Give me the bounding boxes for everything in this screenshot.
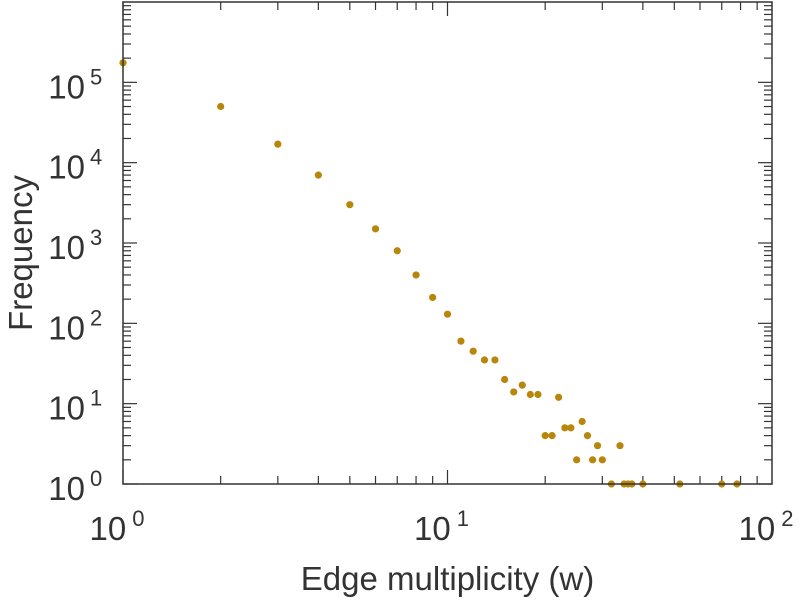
y-tick-exponent: 1	[90, 386, 102, 411]
data-point	[217, 102, 225, 111]
data-point	[469, 347, 477, 355]
data-point	[573, 456, 581, 464]
data-point	[541, 432, 549, 440]
y-tick-label: 10	[48, 149, 85, 186]
data-point	[548, 432, 556, 440]
data-point	[593, 442, 602, 450]
plot-frame	[122, 1, 773, 485]
y-tick-label: 10	[48, 229, 85, 266]
y-tick-label: 10	[48, 470, 85, 507]
data-point	[534, 390, 542, 399]
y-tick-exponent: 3	[90, 225, 102, 250]
data-point	[346, 201, 354, 209]
data-point	[480, 356, 489, 364]
y-tick-label: 10	[48, 390, 85, 427]
data-point	[583, 432, 592, 440]
x-tick-label: 10 1	[414, 506, 469, 547]
x-tick-label: 10 0	[90, 506, 145, 547]
x-tick-label: 10 2	[739, 506, 794, 547]
y-tick-exponent: 4	[90, 145, 102, 170]
y-tick-exponent: 5	[90, 64, 102, 89]
data-point	[526, 390, 534, 399]
data-points	[119, 59, 741, 488]
y-tick-label: 10	[48, 309, 85, 346]
data-point	[314, 171, 322, 179]
data-point	[457, 337, 465, 345]
data-point	[393, 247, 401, 255]
data-point	[561, 424, 569, 432]
y-tick-label: 10	[48, 68, 85, 105]
data-point	[274, 140, 282, 148]
y-tick-exponent: 0	[90, 466, 102, 491]
data-point	[555, 393, 563, 401]
y-axis-label: Frequency	[2, 175, 39, 331]
data-point	[578, 417, 586, 426]
data-point	[567, 424, 575, 432]
data-point	[518, 381, 526, 389]
data-point	[616, 442, 624, 450]
data-point	[412, 271, 420, 279]
data-point	[491, 356, 499, 364]
data-point	[429, 293, 437, 302]
x-axis-label: Edge multiplicity (w)	[301, 560, 594, 597]
data-point	[598, 456, 606, 464]
axes: 10 0 10 1 10 210 010 110 210 310 410 5	[48, 2, 793, 547]
data-point	[501, 375, 509, 384]
data-point	[443, 310, 452, 318]
data-point	[371, 225, 380, 233]
data-point	[510, 388, 518, 396]
y-tick-exponent: 2	[90, 305, 102, 330]
data-point	[589, 456, 597, 464]
